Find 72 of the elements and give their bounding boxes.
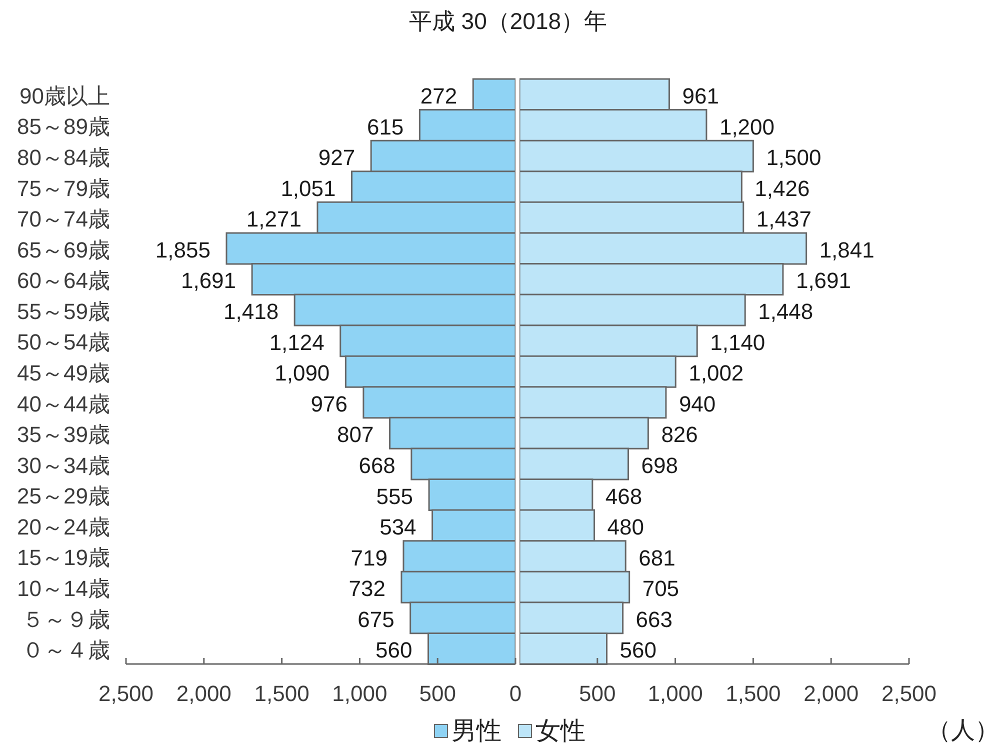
data-label: 615 — [366, 114, 404, 139]
data-label: 560 — [620, 637, 656, 662]
x-tick-label: 1,000 — [332, 680, 388, 706]
y-tick-label: 35～39歳 — [17, 422, 110, 447]
data-label: 560 — [376, 637, 412, 662]
x-tick-label: 2,500 — [881, 680, 937, 706]
x-tick-label: 500 — [419, 680, 456, 706]
y-tick-label: ５～９歳 — [22, 606, 110, 632]
data-label: 534 — [380, 514, 416, 540]
legend-label: 女性 — [536, 716, 586, 744]
y-tick-label: 30～34歳 — [17, 452, 110, 478]
data-label: 1,437 — [756, 206, 812, 232]
data-label: 940 — [678, 390, 716, 416]
y-tick-label: 90歳以上 — [20, 82, 110, 108]
data-label: 1,090 — [274, 360, 330, 386]
y-tick-label: 10～14歳 — [17, 576, 110, 601]
data-label: 1,200 — [719, 114, 775, 139]
x-tick-label: 2,500 — [98, 680, 154, 706]
data-label: 1,051 — [280, 175, 336, 200]
y-tick-label: 85～89歳 — [17, 114, 110, 139]
x-tick-label: 2,000 — [176, 680, 232, 706]
data-label: 1,426 — [754, 175, 810, 200]
y-tick-label: 65～69歳 — [17, 236, 110, 262]
data-label: 675 — [358, 606, 394, 632]
data-label: 732 — [348, 576, 386, 601]
y-tick-label: 70～74歳 — [17, 206, 110, 232]
data-label: 1,691 — [796, 268, 852, 293]
data-label: 719 — [350, 544, 388, 570]
data-label: 272 — [420, 83, 458, 108]
x-tick-label: 1,000 — [648, 680, 703, 706]
data-label: 681 — [638, 544, 676, 570]
data-label: 1,418 — [224, 298, 279, 324]
data-label: 927 — [318, 144, 356, 170]
y-tick-label: 45～49歳 — [17, 360, 110, 385]
legend-label: 男性 — [452, 716, 502, 744]
data-label: 1,691 — [180, 268, 236, 293]
x-tick-label: 1,500 — [254, 680, 310, 706]
data-label: 1,855 — [155, 236, 210, 262]
data-label: 663 — [636, 606, 673, 632]
x-tick-label: 0 — [509, 680, 522, 706]
data-label: 1,140 — [710, 329, 766, 354]
y-tick-label: 40～44歳 — [17, 390, 110, 416]
chart-title: 平成 30（2018）年 — [408, 7, 608, 36]
data-label: 1,448 — [758, 298, 814, 324]
data-label: 1,002 — [688, 360, 744, 386]
x-tick-label: 500 — [579, 680, 616, 706]
data-label: 1,500 — [766, 144, 822, 170]
data-label: 698 — [641, 452, 678, 478]
y-tick-label: 80～84歳 — [17, 144, 110, 170]
data-label: 480 — [607, 514, 644, 540]
y-tick-label: 25～29歳 — [17, 483, 110, 508]
data-label: 705 — [642, 576, 680, 601]
y-tick-label: 60～64歳 — [17, 268, 110, 293]
data-label: 961 — [682, 83, 719, 108]
data-label: 976 — [310, 390, 348, 416]
data-label: 807 — [337, 422, 374, 447]
y-tick-label: ０～４歳 — [22, 637, 110, 662]
y-tick-label: 75～79歳 — [17, 175, 110, 200]
y-tick-label: 15～19歳 — [17, 544, 110, 570]
data-label: 1,841 — [819, 236, 874, 262]
y-tick-label: 20～24歳 — [17, 514, 110, 539]
data-label: 1,124 — [269, 329, 324, 354]
data-label: 468 — [605, 483, 642, 508]
data-label: 1,271 — [246, 206, 302, 232]
x-tick-label: 1,500 — [726, 680, 781, 706]
x-axis-title: （人） — [927, 716, 999, 744]
data-label: 826 — [661, 422, 698, 447]
data-label: 555 — [376, 483, 414, 508]
data-label: 668 — [358, 452, 396, 478]
y-tick-label: 50～54歳 — [17, 329, 110, 354]
y-tick-label: 55～59歳 — [17, 298, 110, 324]
x-tick-label: 2,000 — [804, 680, 859, 706]
